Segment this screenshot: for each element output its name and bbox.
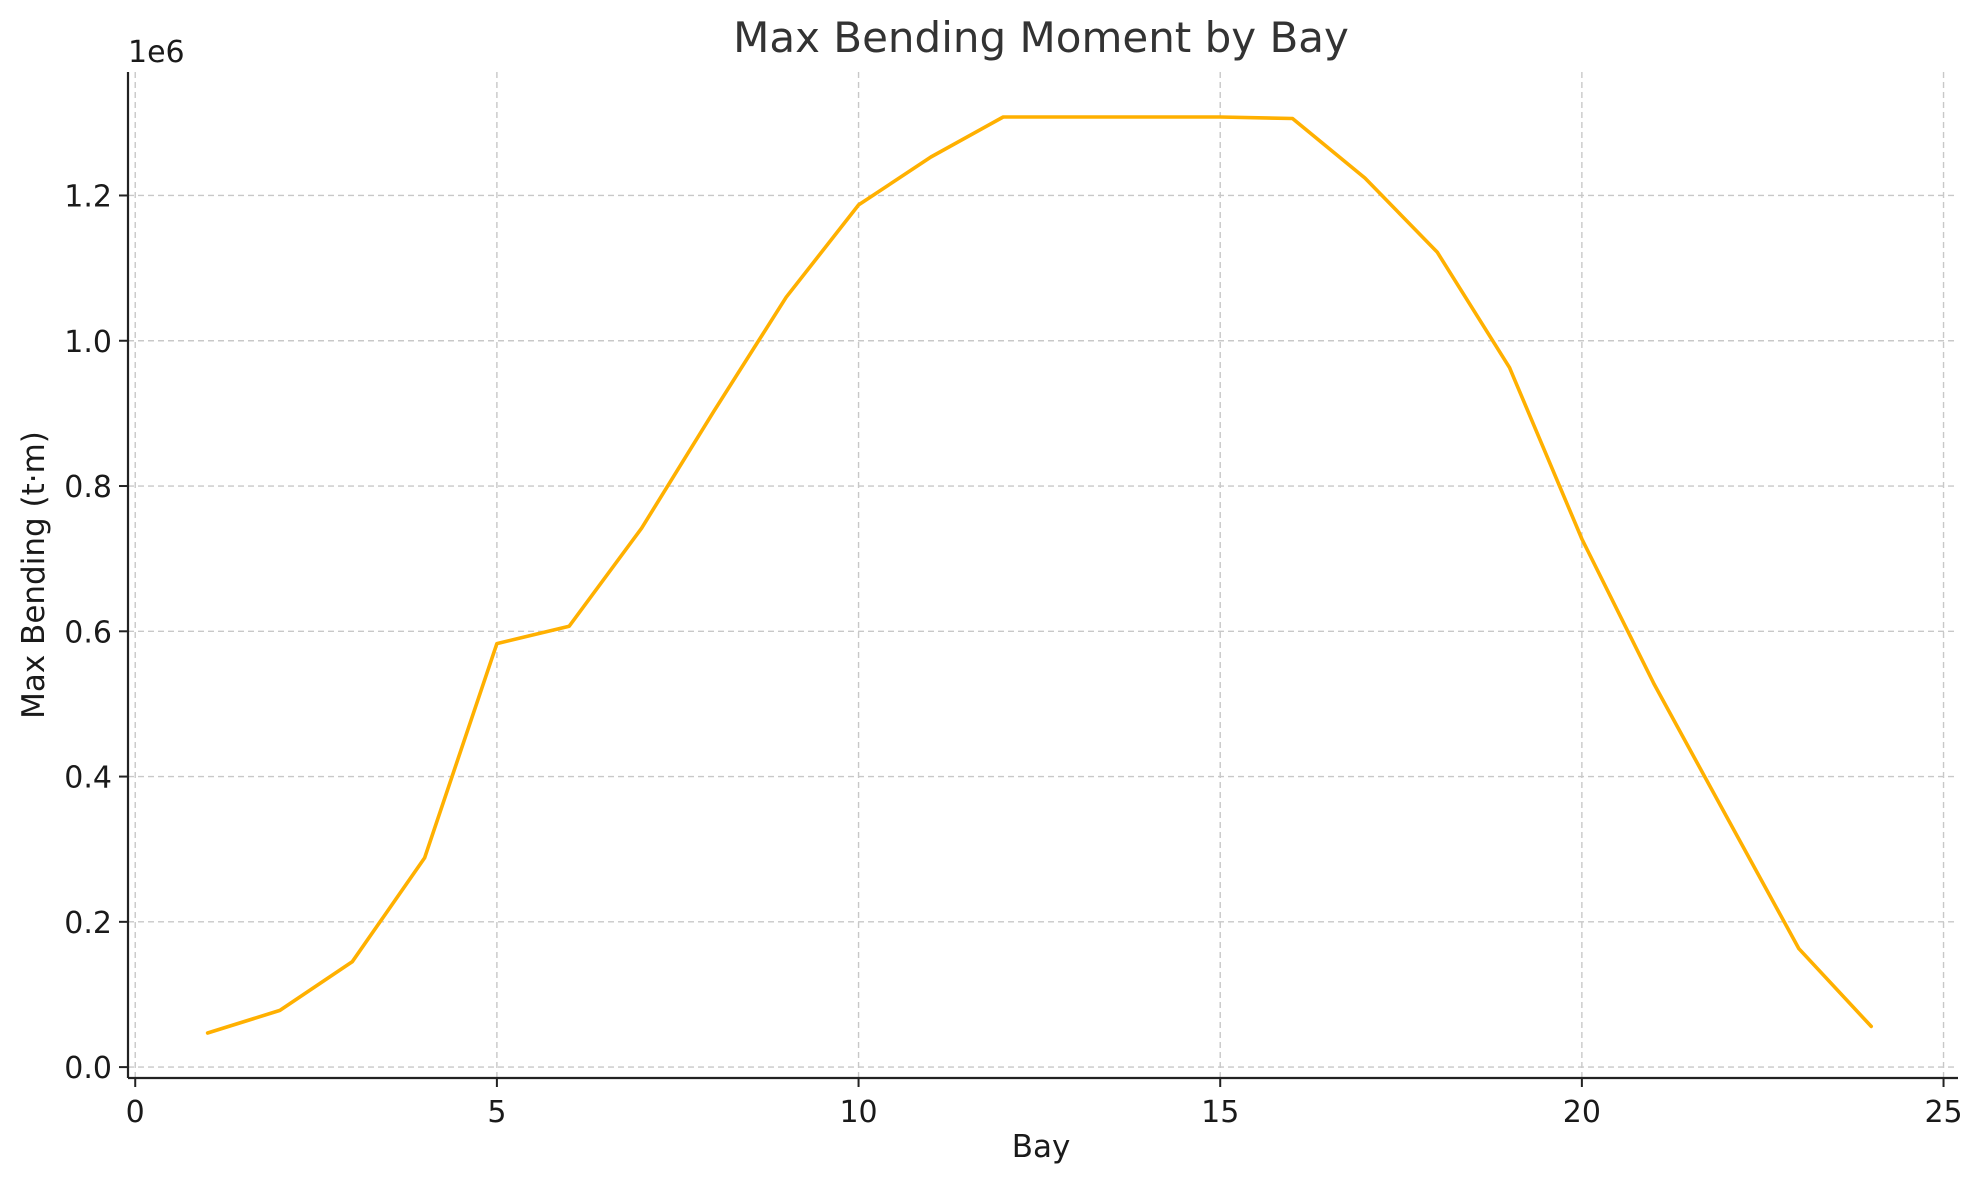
y-tick-label: 0.6 [64, 615, 112, 650]
axes [126, 72, 1958, 1080]
x-axis-label: Bay [1012, 1129, 1071, 1165]
y-tick-label: 0.4 [64, 761, 112, 796]
chart-title: Max Bending Moment by Bay [733, 13, 1349, 62]
series-line [205, 115, 1873, 1035]
y-tick-label: 0.2 [64, 906, 112, 941]
x-tick-label: 5 [487, 1095, 506, 1130]
grid-lines [128, 72, 1958, 1078]
x-tick-label: 20 [1563, 1095, 1601, 1130]
y-tick-label: 0.0 [64, 1051, 112, 1086]
y-tick-label: 1.2 [64, 179, 112, 214]
x-tick-label: 0 [126, 1095, 145, 1130]
x-tick-label: 25 [1924, 1095, 1962, 1130]
y-tick-label: 0.8 [64, 470, 112, 505]
y-tick-label: 1.0 [64, 325, 112, 360]
x-tick-label: 10 [839, 1095, 877, 1130]
y-axis-label: Max Bending (t·m) [16, 431, 52, 719]
series-layer [205, 115, 1873, 1035]
y-offset-label: 1e6 [128, 35, 185, 70]
tick-marks: 0 5 10 15 20 25 0.0 0.2 0.4 0.6 0.8 1.0 1.2 [64, 179, 1962, 1130]
x-tick-label: 15 [1201, 1095, 1239, 1130]
